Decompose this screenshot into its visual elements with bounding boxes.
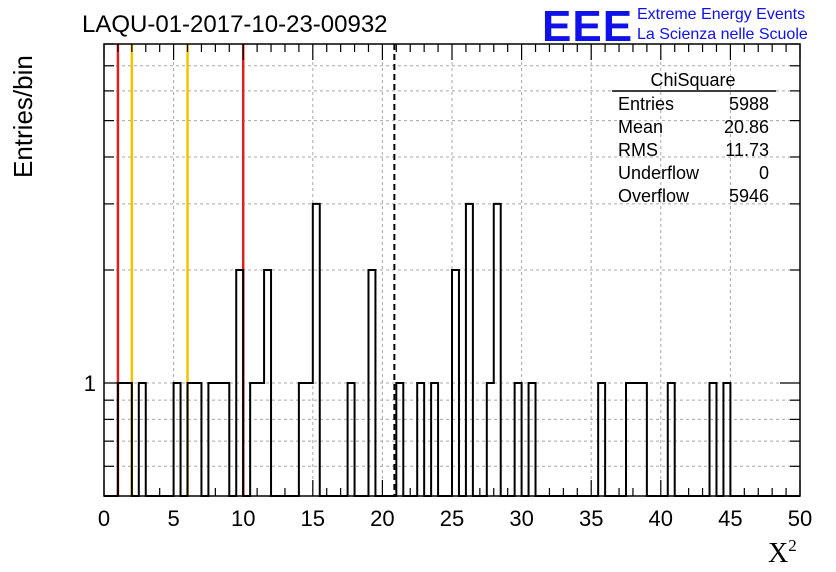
- axis-ticks: [103, 43, 801, 497]
- x-tick-labels: 0 5 10 15 20 25 30 35 40 45 50: [98, 506, 812, 531]
- x-tick-label: 30: [509, 506, 533, 531]
- stats-label-entries: Entries: [618, 94, 674, 114]
- histogram-series: [104, 202, 800, 497]
- stats-value-rms: 11.73: [725, 140, 769, 160]
- x-axis-label: X2: [768, 536, 797, 569]
- x-tick-label: 0: [98, 506, 110, 531]
- stats-value-overflow: 5946: [729, 186, 769, 206]
- stats-value-mean: 20.86: [724, 117, 769, 137]
- x-tick-label: 45: [718, 506, 742, 531]
- x-tick-label: 35: [579, 506, 603, 531]
- stats-label-underflow: Underflow: [618, 163, 700, 183]
- x-tick-label: 10: [231, 506, 255, 531]
- stats-value-entries: 5988: [729, 94, 769, 114]
- x-axis-label-base: X: [768, 538, 788, 569]
- x-tick-label: 25: [440, 506, 464, 531]
- stats-label-mean: Mean: [618, 117, 663, 137]
- x-tick-label: 50: [788, 506, 812, 531]
- y-tick-label: 1: [84, 371, 96, 396]
- histogram-outline: [104, 202, 800, 497]
- x-tick-label: 15: [301, 506, 325, 531]
- stats-title: ChiSquare: [650, 70, 735, 90]
- stats-value-underflow: 0: [759, 163, 769, 183]
- eee-logo: EEE Extreme Energy Events La Scienza nel…: [542, 2, 808, 51]
- eee-logo-line2: La Scienza nelle Scuole: [637, 26, 808, 43]
- x-tick-label: 20: [370, 506, 394, 531]
- x-axis-label-sup: 2: [788, 536, 797, 555]
- run-title: LAQU-01-2017-10-23-00932: [82, 11, 388, 38]
- eee-logo-line1: Extreme Energy Events: [637, 6, 805, 23]
- eee-logo-mark: EEE: [542, 2, 633, 51]
- stats-box: ChiSquare Entries 5988 Mean 20.86 RMS 11…: [612, 70, 776, 206]
- y-tick-labels: 1: [84, 371, 96, 396]
- x-tick-label: 5: [167, 506, 179, 531]
- y-axis-label: Entries/bin: [8, 55, 38, 178]
- x-tick-label: 40: [649, 506, 673, 531]
- stats-label-rms: RMS: [618, 140, 658, 160]
- stats-label-overflow: Overflow: [618, 186, 690, 206]
